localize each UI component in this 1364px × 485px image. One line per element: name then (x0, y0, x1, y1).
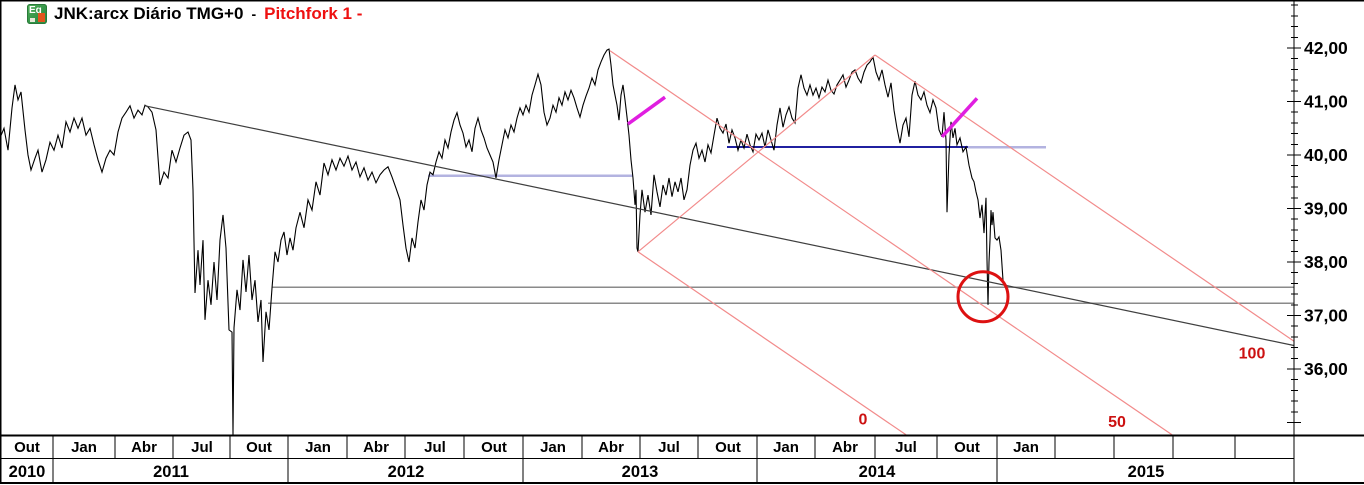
month-label: Out (954, 439, 980, 456)
pitchfork-label-0: 0 (859, 411, 868, 428)
year-label: 2013 (622, 463, 659, 481)
chart-legend: Eq JNK:arcx Diário TMG+0 - Pitchfork 1 - (27, 3, 362, 25)
year-label: 2012 (388, 463, 425, 481)
instrument-title[interactable]: JNK:arcx Diário TMG+0 (54, 4, 244, 23)
month-label: Abr (832, 439, 858, 456)
app-logo-text: Eq (29, 5, 42, 16)
month-label: Abr (131, 439, 157, 456)
month-label: Out (715, 439, 741, 456)
month-label: Jan (773, 439, 799, 456)
legend-separator: - (251, 6, 257, 22)
y-axis-label: 41,00 (1304, 92, 1348, 112)
pitchfork-tine-50 (609, 50, 1173, 436)
magenta-trend-2014 (940, 97, 979, 138)
magenta-trend-2013 (626, 95, 667, 126)
month-label: Jul (895, 439, 917, 456)
pitchfork-label-100: 100 (1239, 346, 1266, 363)
plot-area (1, 48, 1294, 436)
breakdown-highlight (956, 270, 1010, 324)
year-label: 2014 (859, 463, 897, 481)
month-label: Jul (191, 439, 213, 456)
month-label: Out (14, 439, 40, 456)
month-label: Out (246, 439, 272, 456)
app-logo-icon: Eq (27, 4, 47, 24)
y-axis-label: 37,00 (1304, 306, 1348, 326)
month-label: Jul (658, 439, 680, 456)
app-logo-bar-icon (38, 13, 45, 22)
y-axis-label: 42,00 (1304, 38, 1348, 58)
app-logo-bar2-icon (30, 18, 35, 22)
month-label: Jul (424, 439, 446, 456)
pitchfork-tine-100 (874, 54, 1294, 342)
y-axis-label: 38,00 (1304, 252, 1348, 272)
month-label: Jan (305, 439, 331, 456)
y-axis-label: 40,00 (1304, 145, 1348, 165)
year-label: 2015 (1128, 463, 1165, 481)
indicator-label-pitchfork[interactable]: Pitchfork 1 - (264, 4, 363, 23)
pitchfork-tine-0 (637, 251, 907, 436)
y-axis-label: 36,00 (1304, 359, 1348, 379)
month-label: Abr (598, 439, 624, 456)
pitchfork-handle (637, 54, 876, 253)
month-label: Jan (540, 439, 566, 456)
year-label: 2011 (153, 463, 189, 481)
downtrend-line (144, 105, 1294, 347)
month-label: Out (481, 439, 507, 456)
month-label: Jan (1013, 439, 1039, 456)
pitchfork-label-50: 50 (1108, 414, 1126, 431)
y-axis-label: 39,00 (1304, 199, 1348, 219)
price-line (1, 48, 1004, 435)
month-label: Jan (71, 439, 97, 456)
month-label: Abr (363, 439, 389, 456)
year-label: 2010 (9, 463, 46, 481)
